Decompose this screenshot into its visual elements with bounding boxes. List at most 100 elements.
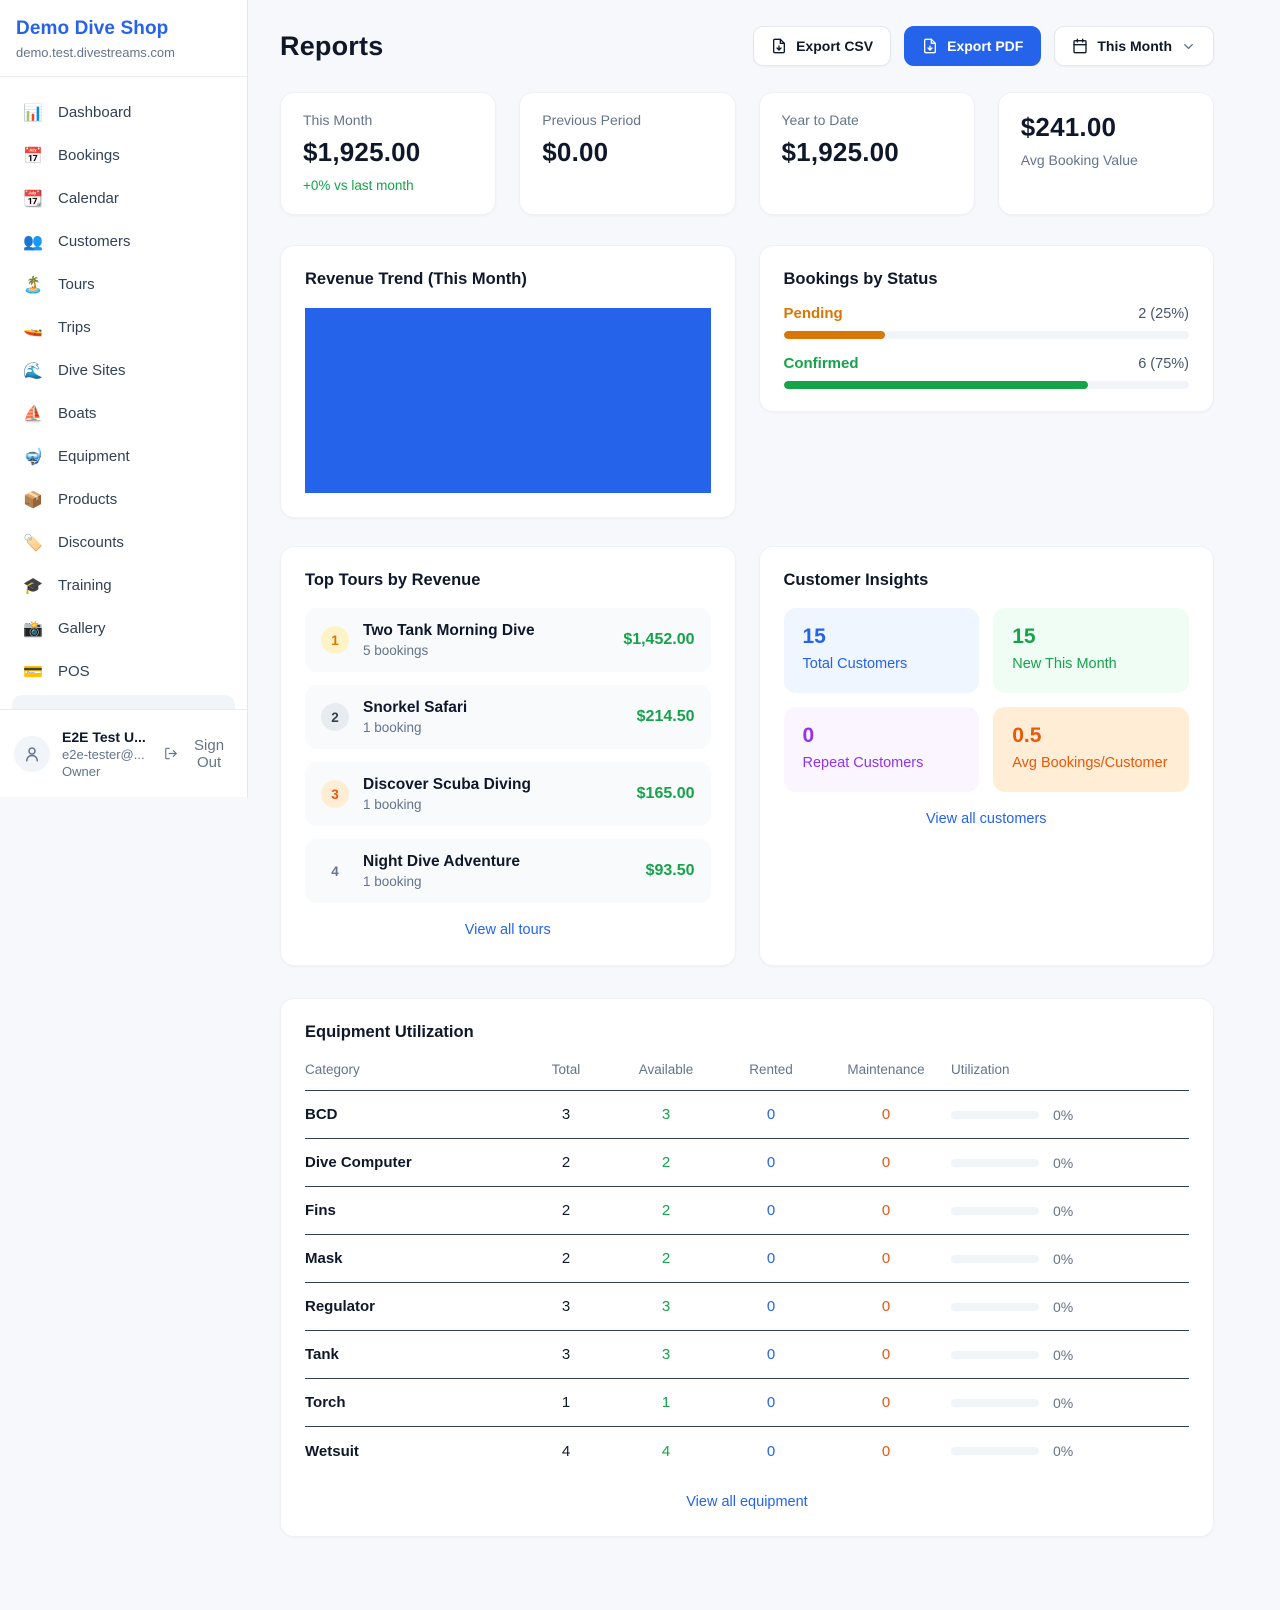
cell-utilization: 0% <box>951 1155 1189 1171</box>
sidebar-item-bookings[interactable]: 📅 Bookings <box>12 134 235 177</box>
sidebar-item-dashboard[interactable]: 📊 Dashboard <box>12 91 235 134</box>
file-download-icon <box>773 38 786 54</box>
sidebar-item-products[interactable]: 📦 Products <box>12 478 235 521</box>
sidebar-item-label: Dashboard <box>58 104 132 121</box>
user-name: E2E Test U... <box>62 728 146 745</box>
sidebar-item-customers[interactable]: 👥 Customers <box>12 220 235 263</box>
sidebar-item-equipment[interactable]: 🤿 Equipment <box>12 435 235 478</box>
sidebar-item-training[interactable]: 🎓 Training <box>12 564 235 607</box>
cell-maintenance: 0 <box>881 1202 891 1219</box>
stat-label: Previous Period <box>542 112 642 128</box>
status-value-confirmed: 6 (75%) <box>1138 356 1189 372</box>
table-row: BCD 3 3 0 0 0% <box>305 1091 1189 1139</box>
active-nav-highlight-partial <box>12 695 235 711</box>
period-label: This Month <box>1097 38 1172 54</box>
cell-total: 2 <box>561 1250 571 1267</box>
charts-row: Revenue Trend (This Month) Bookings by S… <box>280 245 1214 518</box>
sidebar-item-trips[interactable]: 🚤 Trips <box>12 306 235 349</box>
sidebar-item-pos[interactable]: 💳 POS <box>12 650 235 693</box>
cell-utilization: 0% <box>951 1203 1189 1219</box>
sidebar-item-label: POS <box>58 663 90 680</box>
sidebar-item-boats[interactable]: ⛵ Boats <box>12 392 235 435</box>
table-row: Fins 2 2 0 0 0% <box>305 1187 1189 1235</box>
equipment-utilization-card: Equipment Utilization Category Total Ava… <box>280 998 1214 1537</box>
revenue-trend-chart <box>305 308 711 493</box>
status-bar-track <box>783 331 1189 339</box>
tour-name: Discover Scuba Diving <box>363 776 531 793</box>
column-header-utilization: Utilization <box>951 1062 1010 1077</box>
revenue-trend-title: Revenue Trend (This Month) <box>305 270 527 288</box>
cell-rented: 0 <box>766 1250 776 1267</box>
cell-category: Tank <box>305 1346 339 1363</box>
cell-available: 3 <box>661 1298 671 1315</box>
column-header-rented: Rented <box>749 1062 793 1077</box>
cell-category: Wetsuit <box>305 1442 359 1460</box>
tour-list-item[interactable]: 4 Night Dive Adventure 1 booking $93.50 <box>305 839 711 903</box>
export-csv-button[interactable]: Export CSV <box>753 26 892 66</box>
sidebar-item-gallery[interactable]: 📸 Gallery <box>12 607 235 650</box>
cell-maintenance: 0 <box>881 1250 891 1267</box>
sidebar-item-label: Boats <box>58 405 97 422</box>
cell-category: Regulator <box>305 1298 376 1315</box>
column-header-available: Available <box>638 1062 694 1077</box>
sign-out-button[interactable]: Sign Out <box>164 737 233 771</box>
insight-value: 0.5 <box>1012 724 1042 747</box>
period-selector[interactable]: This Month <box>1054 26 1214 66</box>
sidebar-item-label: Equipment <box>58 448 130 465</box>
bookings-by-status-card: Bookings by Status Pending 2 (25%) Confi… <box>758 245 1214 412</box>
cell-maintenance: 0 <box>881 1298 891 1315</box>
cell-category: Fins <box>305 1202 336 1219</box>
stat-label: This Month <box>303 112 373 128</box>
stat-value: $0.00 <box>542 137 609 167</box>
tag-icon: 🏷️ <box>23 534 43 552</box>
tour-list-item[interactable]: 1 Two Tank Morning Dive 5 bookings $1,45… <box>305 608 711 672</box>
sidebar-item-label: Bookings <box>58 147 120 164</box>
utilization-percent: 0% <box>1053 1394 1074 1411</box>
avatar <box>14 735 50 772</box>
sidebar-item-label: Discounts <box>58 534 124 551</box>
sidebar-item-calendar[interactable]: 📆 Calendar <box>12 177 235 220</box>
cell-rented: 0 <box>766 1298 776 1315</box>
user-meta: E2E Test U... e2e-tester@... Owner <box>62 729 152 779</box>
top-tours-card: Top Tours by Revenue 1 Two Tank Morning … <box>280 546 736 966</box>
cell-available: 2 <box>661 1250 671 1267</box>
sidebar-item-discounts[interactable]: 🏷️ Discounts <box>12 521 235 564</box>
cell-category: BCD <box>305 1106 338 1123</box>
page-title: Reports <box>280 30 384 61</box>
sidebar-item-label: Tours <box>58 276 95 293</box>
cell-available: 3 <box>661 1106 671 1123</box>
utilization-bar-track <box>951 1398 1039 1407</box>
status-label-confirmed: Confirmed <box>783 355 859 372</box>
sidebar-item-dive-sites[interactable]: 🌊 Dive Sites <box>12 349 235 392</box>
tour-list-item[interactable]: 3 Discover Scuba Diving 1 booking $165.0… <box>305 762 711 826</box>
view-all-equipment-link[interactable]: View all equipment <box>686 1494 808 1510</box>
status-row-pending: Pending 2 (25%) <box>783 305 1189 339</box>
status-label-pending: Pending <box>783 305 843 322</box>
stat-label: Avg Booking Value <box>1020 152 1138 168</box>
cell-category: Mask <box>305 1250 343 1267</box>
insight-label: Total Customers <box>802 656 908 672</box>
revenue-trend-card: Revenue Trend (This Month) <box>280 245 736 518</box>
cell-rented: 0 <box>766 1154 776 1171</box>
cell-available: 2 <box>661 1202 671 1219</box>
export-pdf-label: Export PDF <box>947 38 1024 54</box>
cell-utilization: 0% <box>951 1443 1189 1459</box>
view-all-tours-link[interactable]: View all tours <box>464 922 551 938</box>
sidebar-item-label: Training <box>58 577 112 594</box>
utilization-percent: 0% <box>1053 1346 1074 1363</box>
utilization-percent: 0% <box>1053 1106 1074 1123</box>
sidebar-item-tours[interactable]: 🏝️ Tours <box>12 263 235 306</box>
cell-maintenance: 0 <box>881 1442 891 1460</box>
export-pdf-button[interactable]: Export PDF <box>904 26 1042 66</box>
view-all-customers-link[interactable]: View all customers <box>925 811 1047 827</box>
rank-badge: 2 <box>321 703 349 731</box>
cell-rented: 0 <box>766 1442 776 1460</box>
insight-label: Repeat Customers <box>802 755 924 771</box>
sidebar-nav: 📊 Dashboard 📅 Bookings 📆 Calendar 👥 Cust… <box>0 77 247 711</box>
column-header-maintenance: Maintenance <box>847 1062 925 1077</box>
cell-maintenance: 0 <box>881 1106 891 1123</box>
insight-grid: 15 Total Customers 15 New This Month 0 R… <box>783 608 1189 792</box>
equipment-utilization-title: Equipment Utilization <box>305 1023 474 1041</box>
tour-list-item[interactable]: 2 Snorkel Safari 1 booking $214.50 <box>305 685 711 749</box>
package-icon: 📦 <box>23 491 43 509</box>
